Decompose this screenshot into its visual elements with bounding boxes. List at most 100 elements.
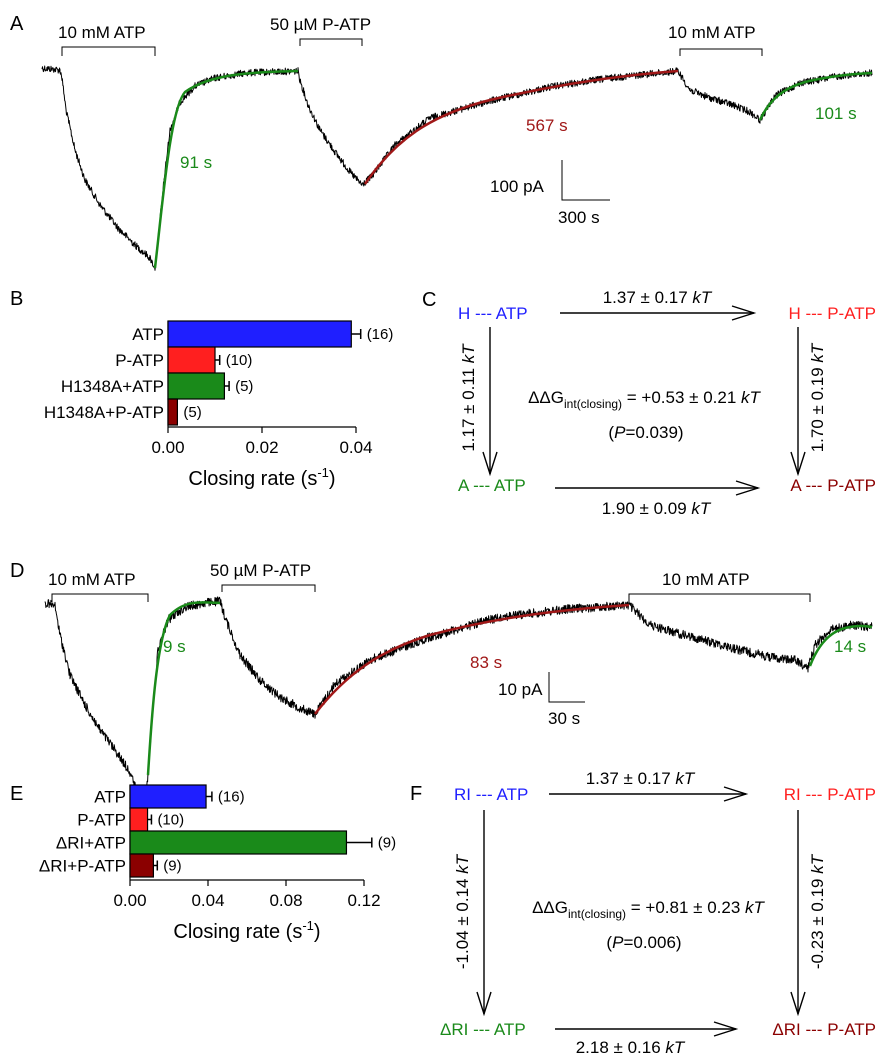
ddg-c-subscript: int(closing) [564,397,622,411]
panel-e: E ATP (16) P-ATP (10) ΔRI+ATP (9) ΔRI+P-ATP (9)… [10,783,396,943]
cycle-c-tl-prefix: H --- [458,304,496,323]
x-axis-title-sup-e: -1 [302,918,314,933]
fit-curve-d-1 [146,601,221,776]
energy-c-right-unit: kT [808,342,827,363]
solution-bar-patp [299,38,363,46]
category-label-b-2: P-ATP [115,351,164,370]
category-label-b-4: H1348A+P-ATP [44,403,164,422]
energy-f-top: 1.37 ± 0.17 kT [586,769,696,788]
energy-f-bottom-value: 2.18 ± 0.16 [576,1038,666,1055]
tau-label-d-1: 9 s [163,637,186,656]
tick-label-e-1: 0.00 [113,891,146,910]
tau-label-a-3: 101 s [815,104,857,123]
category-label-e-4: ΔRI+P-ATP [39,857,126,876]
energy-f-bottom-unit: kT [665,1038,686,1055]
energy-f-left: -1.04 ± 0.14 kT [453,853,472,969]
cycle-f-tl-ligand: ATP [497,785,529,804]
cycle-f-br-ligand: P-ATP [827,1020,876,1039]
bar-e-2 [129,807,149,832]
panel-label-b: B [10,288,23,310]
tick-label-e-2: 0.04 [191,891,224,910]
tau-label-d-2: 83 s [470,653,502,672]
tick-label-e-4: 0.12 [347,891,380,910]
p-value-c-symbol: P [614,423,626,442]
energy-c-bottom-unit: kT [691,499,712,518]
arrow-f-left [476,810,492,1017]
bar-b-3 [167,372,226,400]
tau-label-a-1: 91 s [180,153,212,172]
energy-c-top-value: 1.37 ± 0.17 [603,288,693,307]
cycle-c-bl-prefix: A --- [458,476,494,495]
cycle-f-top-right: RI --- P-ATP [784,785,876,804]
arrow-c-bottom [555,480,761,496]
bar-chart-b: ATP (16) P-ATP (10) H1348A+ATP (5) H1348A+P-AT… [44,320,394,490]
x-axis-title-end-e: ) [314,921,321,943]
cycle-c-top-left: H --- ATP [458,304,528,323]
x-axis-title-b: Closing rate (s-1) [188,465,335,490]
scale-y-label-a: 100 pA [490,177,545,196]
x-axis-title-e: Closing rate (s-1) [173,918,320,943]
energy-c-left-value: 1.17 ± 0.11 [459,363,478,451]
scale-y-label-d: 10 pA [498,680,543,699]
panel-c: C H --- ATP H --- P-ATP A --- ATP A --- … [422,288,876,518]
bar-e-3 [129,830,348,855]
n-label-b-1: (16) [367,326,394,343]
bar-e-4 [129,853,154,878]
p-value-c-value: =0.039) [625,423,683,442]
ddg-f: ΔΔGint(closing) = +0.81 ± 0.23 kT [532,898,765,921]
x-axis-title-main-b: Closing rate (s [188,468,317,490]
cycle-c-bottom-right: A --- P-ATP [790,476,876,495]
ddg-f-value: = +0.81 ± 0.23 [626,898,745,917]
panel-label-c: C [422,289,436,311]
n-label-b-4: (5) [183,404,201,421]
cycle-c-br-ligand: P-ATP [827,476,876,495]
arrow-f-bottom [555,1021,739,1037]
cycle-c-bl-ligand: ATP [494,476,526,495]
arrow-c-top [560,305,757,321]
ddg-c-unit: kT [741,388,762,407]
cycle-f-top-left: RI --- ATP [454,785,528,804]
solution-bar-atp-2 [679,48,763,56]
p-value-f-symbol: P [612,933,624,952]
solution-bar-atp-d-1 [51,593,149,602]
tick-label-b-2: 0.02 [245,438,278,457]
energy-f-right-value: -0.23 ± 0.19 [808,874,827,969]
ddg-c-value: = +0.53 ± 0.21 [622,388,741,407]
scale-bar-d [548,672,585,703]
bar-b-2 [167,346,216,374]
n-label-e-4: (9) [163,858,181,875]
energy-c-top-unit: kT [692,288,713,307]
energy-f-bottom: 2.18 ± 0.16 kT [576,1038,686,1055]
tau-label-a-2: 567 s [526,116,568,135]
cycle-f-bl-prefix: ΔRI --- [440,1020,494,1039]
bar-chart-e: ATP (16) P-ATP (10) ΔRI+ATP (9) ΔRI+P-ATP (9) 0.… [39,784,396,943]
cycle-f-tr-ligand: P-ATP [827,785,876,804]
n-label-e-1: (16) [218,789,245,806]
scale-x-label-a: 300 s [558,208,600,227]
ddg-c: ΔΔGint(closing) = +0.53 ± 0.21 kT [528,388,761,411]
p-value-c-open: ( [608,423,614,442]
panel-d: D 10 mM ATP 50 µM P-ATP 10 mM ATP 9 s 83… [10,560,873,805]
panel-f: F RI --- ATP RI --- P-ATP ΔRI --- ATP ΔR… [410,769,876,1055]
arrow-f-top [549,786,749,802]
cycle-f-bottom-left: ΔRI --- ATP [440,1020,526,1039]
panel-label-e: E [10,783,23,805]
ddg-f-symbol: ΔΔG [532,898,568,917]
p-value-f: (P=0.006) [606,933,681,952]
tick-label-e-3: 0.08 [269,891,302,910]
fit-curve-a-3 [758,71,873,121]
energy-c-bottom: 1.90 ± 0.09 kT [602,499,712,518]
cycle-c-tl-ligand: ATP [496,304,528,323]
ddg-f-subscript: int(closing) [568,907,626,921]
panel-label-d: D [10,560,24,582]
cycle-f-tr-prefix: RI --- [784,785,827,804]
bar-label-atp-d-2: 10 mM ATP [662,570,750,589]
cycle-c-bottom-left: A --- ATP [458,476,526,495]
bar-label-atp-d-1: 10 mM ATP [48,570,136,589]
x-axis-title-main-e: Closing rate (s [173,921,302,943]
energy-f-left-value: -1.04 ± 0.14 [453,874,472,969]
solution-bar-patp-d [221,584,316,592]
category-label-b-1: ATP [132,325,164,344]
arrow-f-right [790,810,806,1017]
